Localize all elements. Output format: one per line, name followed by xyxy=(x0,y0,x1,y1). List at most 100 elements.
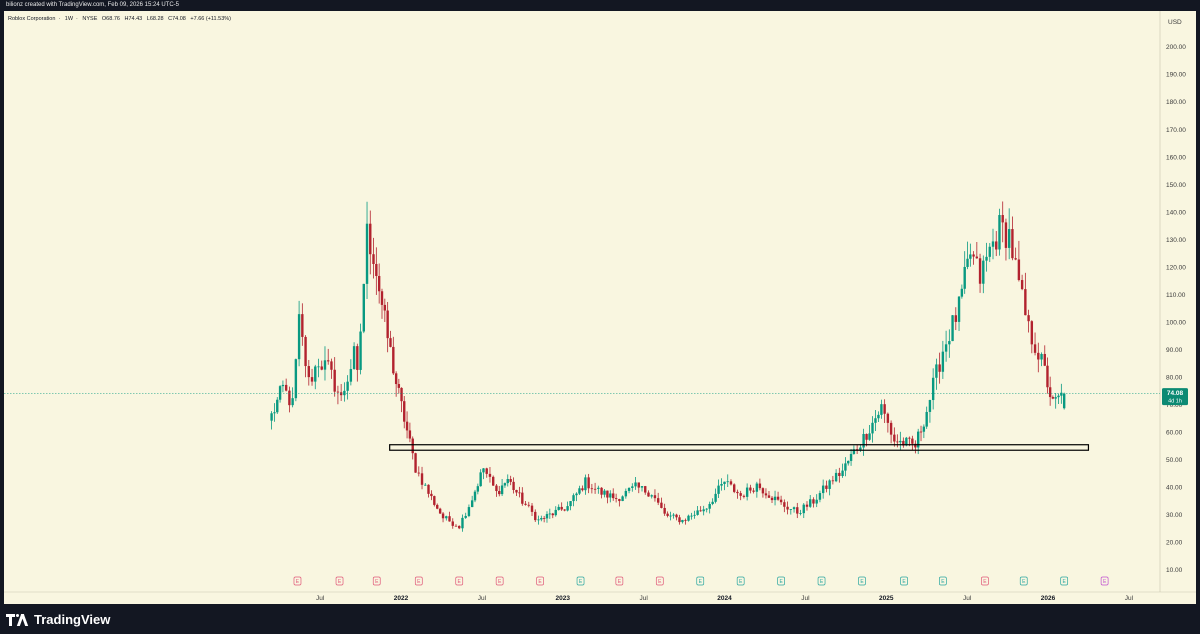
last-price-value: 74.08 xyxy=(1167,390,1184,397)
earnings-marker[interactable] xyxy=(372,576,381,586)
candle-body xyxy=(408,430,412,439)
time-axis[interactable]: Jul 2022 Jul 2023 Jul 2024 Jul 2025 Jul 2026 Jul xyxy=(316,595,1134,602)
candle-body xyxy=(1004,222,1008,248)
earnings-marker[interactable] xyxy=(335,576,344,586)
symbol-interval[interactable]: 1W xyxy=(64,16,74,22)
candle-body xyxy=(761,488,765,494)
candle-body xyxy=(877,414,880,419)
candle-body xyxy=(669,515,672,517)
earnings-marker-label: E xyxy=(338,579,342,585)
time-tick-label: Jul xyxy=(639,595,648,602)
candle-body xyxy=(678,517,681,523)
candle-body xyxy=(436,504,439,509)
candle-body xyxy=(278,386,282,400)
candle-body xyxy=(612,493,615,499)
candle-body xyxy=(969,254,972,259)
candle-body xyxy=(844,463,847,471)
support-zone-rectangle[interactable] xyxy=(389,444,1090,451)
candle-body xyxy=(644,486,647,493)
price-tick-label: 20.00 xyxy=(1166,540,1183,547)
chart-area xyxy=(4,11,1196,604)
earnings-marker[interactable] xyxy=(414,576,423,586)
earnings-marker-label: E xyxy=(739,579,743,585)
candle-body xyxy=(749,487,752,491)
candle-body xyxy=(563,509,566,511)
earnings-marker[interactable] xyxy=(817,576,826,586)
tradingview-logo[interactable]: TradingView xyxy=(6,612,110,627)
earnings-marker-label: E xyxy=(1103,579,1107,585)
candle-body xyxy=(352,346,356,370)
earnings-marker[interactable] xyxy=(655,576,664,586)
earnings-marker[interactable] xyxy=(1100,576,1109,586)
candle-body xyxy=(705,508,708,510)
candle-body xyxy=(597,487,600,489)
candle-body xyxy=(729,481,733,485)
candle-body xyxy=(908,437,911,439)
price-tick-label: 10.00 xyxy=(1166,567,1183,574)
candle-body xyxy=(1060,392,1063,396)
candle-body xyxy=(911,438,914,444)
candle-body xyxy=(852,449,856,454)
candle-body xyxy=(380,291,384,305)
earnings-marker[interactable] xyxy=(858,576,866,586)
price-tick-label: 200.00 xyxy=(1166,44,1186,51)
time-tick-label: Jul xyxy=(478,595,487,602)
earnings-marker-label: E xyxy=(458,579,462,585)
candle-body xyxy=(914,443,917,448)
candle-body xyxy=(831,480,835,482)
earnings-marker[interactable] xyxy=(777,576,785,586)
candle-body xyxy=(470,500,474,508)
price-axis[interactable]: 10.00 20.00 30.00 40.00 50.00 60.00 70.00 80.00… xyxy=(1166,44,1186,574)
candle-body xyxy=(640,486,644,488)
earnings-marker[interactable] xyxy=(293,576,302,586)
candle-body xyxy=(1020,280,1024,290)
candle-body xyxy=(954,315,958,322)
candle-body xyxy=(403,401,406,422)
price-tick-label: 30.00 xyxy=(1166,512,1183,519)
earnings-marker[interactable] xyxy=(1060,576,1069,586)
candle-body xyxy=(650,495,653,497)
candle-body xyxy=(454,525,458,527)
candle-body xyxy=(441,513,445,519)
symbol-name[interactable]: Roblox Corporation xyxy=(8,16,56,22)
candle-body xyxy=(656,498,660,503)
candle-body xyxy=(902,440,905,446)
candle-body xyxy=(1048,387,1052,398)
symbol-exchange: NYSE xyxy=(82,16,98,22)
candle-body xyxy=(805,504,809,507)
earnings-marker[interactable] xyxy=(981,576,989,586)
candle-body xyxy=(841,470,844,477)
earnings-marker[interactable] xyxy=(1019,576,1028,586)
candle-body xyxy=(764,493,768,496)
candle-body xyxy=(985,256,988,261)
candle-body xyxy=(343,390,346,396)
candle-body xyxy=(789,509,793,510)
earnings-marker[interactable] xyxy=(900,576,908,586)
currency-label: USD xyxy=(1168,19,1182,26)
price-tick-label: 170.00 xyxy=(1166,127,1186,134)
ohlc-change: +7.66 (+11.53%) xyxy=(190,16,231,22)
candle-body xyxy=(609,493,612,498)
candle-body xyxy=(301,314,304,337)
earnings-marker[interactable] xyxy=(576,576,585,586)
candle-body xyxy=(717,485,720,494)
candle-body xyxy=(365,223,369,284)
candle-body xyxy=(621,496,624,502)
earnings-marker-label: E xyxy=(902,579,906,585)
candle-body xyxy=(702,509,705,512)
candle-body xyxy=(1011,229,1014,259)
candle-body xyxy=(518,492,521,494)
candle-body xyxy=(392,346,395,374)
earnings-marker[interactable] xyxy=(736,576,745,586)
earnings-marker[interactable] xyxy=(615,576,624,586)
earnings-marker[interactable] xyxy=(696,576,705,586)
candle-body xyxy=(1033,344,1037,353)
candle-body xyxy=(284,384,288,391)
candle-body xyxy=(524,503,527,505)
candle-body xyxy=(581,488,584,491)
earnings-marker[interactable] xyxy=(939,576,947,586)
earnings-marker[interactable] xyxy=(455,576,464,586)
earnings-marker[interactable] xyxy=(495,576,504,586)
earnings-marker[interactable] xyxy=(536,576,544,586)
